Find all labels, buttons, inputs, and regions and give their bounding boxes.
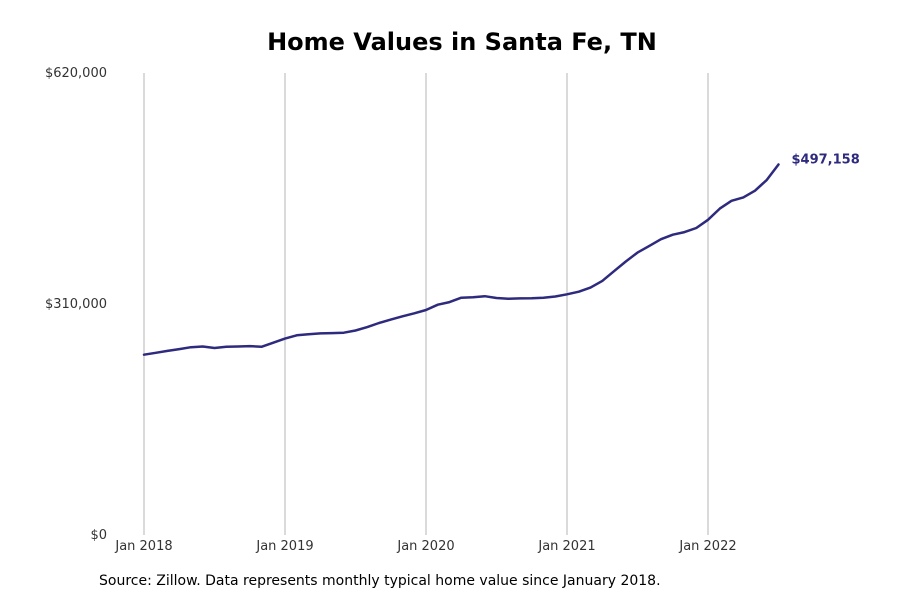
x-tick-label: Jan 2022 [678,539,736,554]
y-tick-label: $620,000 [45,66,107,81]
x-tick-label: Jan 2020 [396,539,454,554]
end-value-label: $497,158 [792,153,860,168]
y-tick-label: $310,000 [45,297,107,312]
y-tick-labels: $0 $310,000 $620,000 [45,66,107,543]
x-tick-label: Jan 2018 [114,539,172,554]
x-tick-label: Jan 2019 [255,539,313,554]
x-tick-label: Jan 2021 [537,539,595,554]
x-tick-labels: Jan 2018 Jan 2019 Jan 2020 Jan 2021 Jan 2022 [114,539,736,554]
gridlines [143,73,709,535]
y-tick-label: $0 [90,528,107,543]
source-note: Source: Zillow. Data represents monthly … [99,573,661,589]
chart-title: Home Values in Santa Fe, TN [267,28,657,56]
series-line [142,163,780,356]
